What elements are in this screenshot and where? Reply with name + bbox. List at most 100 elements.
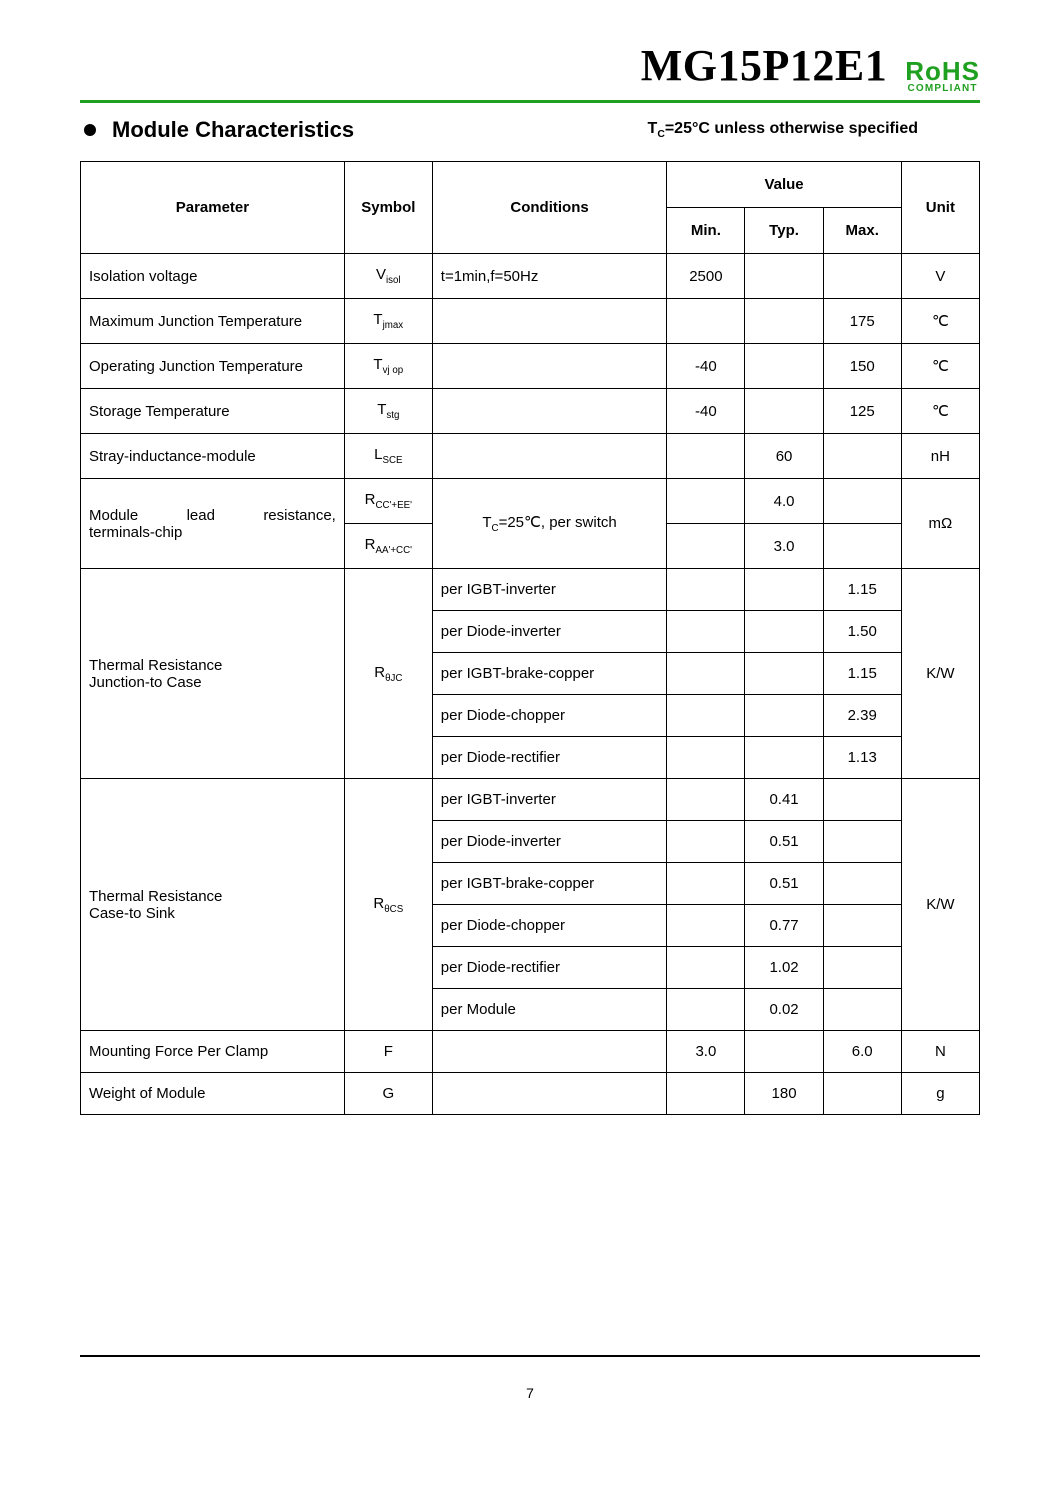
part-number: MG15P12E1 [641, 40, 887, 91]
table-row: Stray-inductance-module LSCE 60 nH [81, 434, 980, 479]
table-row: Weight of Module G 180 g [81, 1073, 980, 1115]
rohs-main: RoHS [905, 58, 980, 84]
cell-max: 1.15 [823, 653, 901, 695]
cell-max: 175 [823, 299, 901, 344]
cell-cond: per IGBT-brake-copper [432, 653, 667, 695]
cell-max [823, 254, 901, 299]
cell-min [667, 479, 745, 524]
cell-symbol: RAA'+CC' [344, 524, 432, 569]
table-header-row: Parameter Symbol Conditions Value Unit [81, 162, 980, 208]
cell-unit: ℃ [901, 344, 979, 389]
cell-typ: 180 [745, 1073, 823, 1115]
cell-cond [432, 434, 667, 479]
cell-param: Isolation voltage [81, 254, 345, 299]
cell-symbol: RθJC [344, 569, 432, 779]
cell-typ: 0.02 [745, 989, 823, 1031]
cell-param: Storage Temperature [81, 389, 345, 434]
cell-symbol: Tvj op [344, 344, 432, 389]
th-parameter: Parameter [81, 162, 345, 254]
cell-param: Module lead resistance, terminals-chip [81, 479, 345, 569]
cell-max: 2.39 [823, 695, 901, 737]
cell-max: 150 [823, 344, 901, 389]
cell-min [667, 434, 745, 479]
note-rest: =25°C unless otherwise specified [665, 120, 918, 137]
note-sub: C [657, 129, 665, 140]
cell-max: 6.0 [823, 1031, 901, 1073]
page-number: 7 [80, 1385, 980, 1401]
table-row: Operating Junction Temperature Tvj op -4… [81, 344, 980, 389]
cell-typ [745, 389, 823, 434]
table-row: Mounting Force Per Clamp F 3.0 6.0 N [81, 1031, 980, 1073]
cell-cond: per Diode-chopper [432, 905, 667, 947]
cell-cond [432, 299, 667, 344]
cell-typ: 0.77 [745, 905, 823, 947]
cell-symbol: LSCE [344, 434, 432, 479]
th-conditions: Conditions [432, 162, 667, 254]
cell-unit: V [901, 254, 979, 299]
cell-min [667, 299, 745, 344]
th-symbol: Symbol [344, 162, 432, 254]
cell-min [667, 1073, 745, 1115]
th-min: Min. [667, 208, 745, 254]
cell-unit: K/W [901, 569, 979, 779]
cell-symbol: Tstg [344, 389, 432, 434]
cell-symbol: Tjmax [344, 299, 432, 344]
cell-cond [432, 389, 667, 434]
section-header: Module Characteristics TC=25°C unless ot… [80, 117, 980, 143]
cell-cond [432, 1073, 667, 1115]
table-row: Isolation voltage Visol t=1min,f=50Hz 25… [81, 254, 980, 299]
th-typ: Typ. [745, 208, 823, 254]
cell-cond: per Diode-inverter [432, 611, 667, 653]
cell-param: Weight of Module [81, 1073, 345, 1115]
table-row: Maximum Junction Temperature Tjmax 175 ℃ [81, 299, 980, 344]
cell-symbol: RθCS [344, 779, 432, 1031]
table-row: Module lead resistance, terminals-chip R… [81, 479, 980, 524]
cell-unit: N [901, 1031, 979, 1073]
cell-typ [745, 299, 823, 344]
condition-note: TC=25°C unless otherwise specified [648, 120, 918, 140]
cell-max [823, 434, 901, 479]
cell-typ: 0.51 [745, 863, 823, 905]
cell-unit: g [901, 1073, 979, 1115]
table-row: Storage Temperature Tstg -40 125 ℃ [81, 389, 980, 434]
cell-max [823, 524, 901, 569]
cell-unit: ℃ [901, 299, 979, 344]
cell-typ [745, 254, 823, 299]
section-title: Module Characteristics [112, 117, 354, 143]
cell-cond: t=1min,f=50Hz [432, 254, 667, 299]
cell-cond: per Module [432, 989, 667, 1031]
cell-min [667, 569, 745, 611]
cell-param: Thermal Resistance Junction-to Case [81, 569, 345, 779]
th-unit: Unit [901, 162, 979, 254]
cell-unit: ℃ [901, 389, 979, 434]
page-header: MG15P12E1 RoHS COMPLIANT [80, 40, 980, 103]
bullet-icon [84, 124, 96, 136]
cell-param: Operating Junction Temperature [81, 344, 345, 389]
cell-cond: per Diode-rectifier [432, 947, 667, 989]
cell-cond: per Diode-rectifier [432, 737, 667, 779]
cell-cond [432, 344, 667, 389]
cell-min: 3.0 [667, 1031, 745, 1073]
cell-cond: per Diode-inverter [432, 821, 667, 863]
cell-min [667, 524, 745, 569]
cell-unit: K/W [901, 779, 979, 1031]
cell-max [823, 479, 901, 524]
cell-symbol: G [344, 1073, 432, 1115]
cell-typ [745, 569, 823, 611]
cell-symbol: Visol [344, 254, 432, 299]
table-row: Thermal Resistance Case-to Sink RθCS per… [81, 779, 980, 821]
cell-unit: mΩ [901, 479, 979, 569]
cell-cond: per IGBT-inverter [432, 569, 667, 611]
note-prefix: T [648, 120, 658, 137]
cell-max: 1.15 [823, 569, 901, 611]
cell-cond [432, 1031, 667, 1073]
cell-typ [745, 1031, 823, 1073]
cell-cond: per Diode-chopper [432, 695, 667, 737]
cell-cond: per IGBT-inverter [432, 779, 667, 821]
rohs-badge: RoHS COMPLIANT [905, 58, 980, 94]
cell-typ: 0.51 [745, 821, 823, 863]
cell-param: Mounting Force Per Clamp [81, 1031, 345, 1073]
cell-param: Maximum Junction Temperature [81, 299, 345, 344]
cell-param: Stray-inductance-module [81, 434, 345, 479]
cell-typ: 60 [745, 434, 823, 479]
